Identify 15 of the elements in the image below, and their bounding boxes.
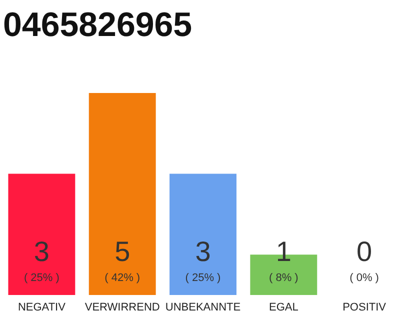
annotation: ( 0% ) xyxy=(350,272,379,284)
data-label: 3 xyxy=(195,236,211,267)
x-tick-label: VERWIRREND xyxy=(84,302,160,314)
annotation: ( 8% ) xyxy=(268,272,298,284)
data-label: 0 xyxy=(356,236,372,267)
data-label: 5 xyxy=(114,236,130,267)
x-tick-label: POSITIV xyxy=(342,302,387,314)
annotation: ( 25% ) xyxy=(24,272,60,284)
annotation: ( 25% ) xyxy=(185,272,221,284)
data-label: 3 xyxy=(34,236,50,267)
annotation: ( 42% ) xyxy=(104,272,140,284)
x-tick-label: UNBEKANNTE xyxy=(165,302,241,314)
x-tick-label: NEGATIV xyxy=(18,302,66,314)
x-tick-label: EGAL xyxy=(268,302,298,314)
chart-title: 0465826965 xyxy=(3,6,192,44)
